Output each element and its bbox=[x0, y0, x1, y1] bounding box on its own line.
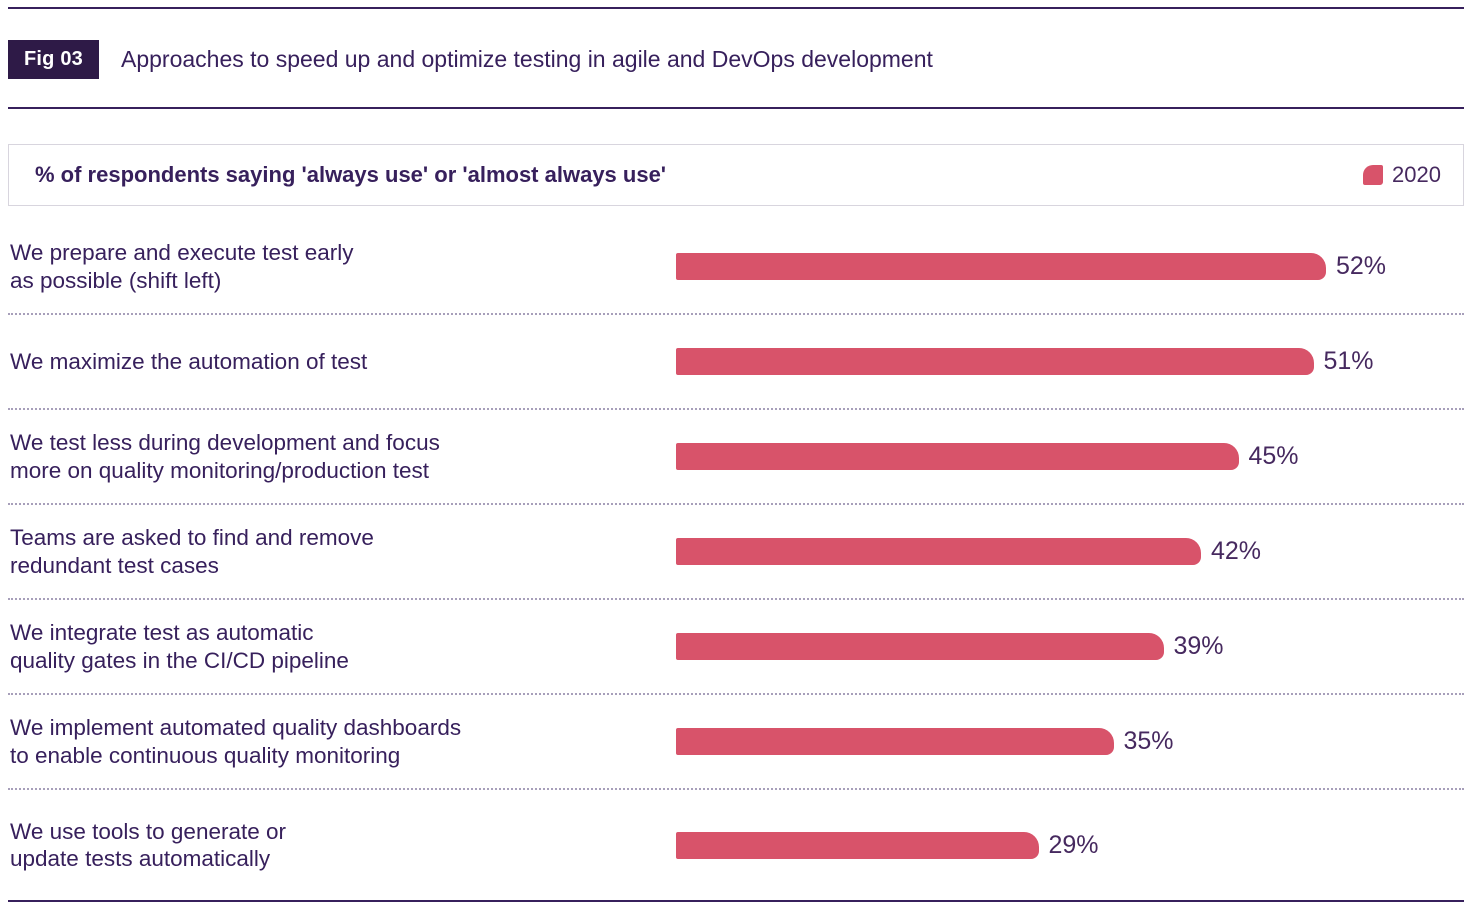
bar-track: 45% bbox=[676, 442, 1464, 471]
bar-value-label: 45% bbox=[1248, 442, 1299, 470]
bar bbox=[676, 633, 1164, 660]
bar-track: 51% bbox=[676, 347, 1464, 376]
category-label: We maximize the automation of test bbox=[10, 348, 368, 374]
chart-row: We prepare and execute test early as pos… bbox=[8, 220, 1464, 315]
bar-value-label: 39% bbox=[1173, 632, 1224, 660]
chart-subtitle-box: % of respondents saying 'always use' or … bbox=[8, 144, 1464, 206]
header-divider bbox=[8, 107, 1464, 109]
bar-track: 52% bbox=[676, 252, 1464, 281]
bar-value-label: 52% bbox=[1336, 252, 1387, 280]
bar bbox=[676, 538, 1201, 565]
category-label: We prepare and execute test early as pos… bbox=[10, 240, 354, 293]
bar bbox=[676, 728, 1114, 755]
chart-row: We use tools to generate or update tests… bbox=[8, 790, 1464, 900]
category-label: We implement automated quality dashboard… bbox=[10, 715, 462, 768]
legend-swatch-icon bbox=[1363, 165, 1384, 185]
category-label: We use tools to generate or update tests… bbox=[10, 818, 286, 871]
bar-track: 39% bbox=[676, 632, 1464, 661]
bar bbox=[676, 348, 1314, 375]
chart-row: Teams are asked to find and remove redun… bbox=[8, 505, 1464, 600]
bar bbox=[676, 443, 1239, 470]
chart-row: We test less during development and focu… bbox=[8, 410, 1464, 505]
bar bbox=[676, 253, 1326, 280]
legend-label: 2020 bbox=[1392, 162, 1441, 187]
bar-value-label: 29% bbox=[1048, 830, 1099, 859]
page-title: Approaches to speed up and optimize test… bbox=[121, 46, 933, 72]
bar-value-label: 35% bbox=[1123, 727, 1174, 755]
bar bbox=[676, 831, 1039, 859]
chart-row: We integrate test as automatic quality g… bbox=[8, 600, 1464, 695]
bar-value-label: 51% bbox=[1323, 347, 1374, 375]
bar-value-label: 42% bbox=[1211, 537, 1262, 565]
bar-chart: We prepare and execute test early as pos… bbox=[8, 220, 1464, 900]
figure-badge: Fig 03 bbox=[8, 40, 99, 79]
chart-row: We implement automated quality dashboard… bbox=[8, 695, 1464, 790]
category-label: We integrate test as automatic quality g… bbox=[10, 620, 349, 673]
chart-legend: 2020 bbox=[1363, 162, 1441, 188]
bar-track: 35% bbox=[676, 727, 1464, 756]
figure-header: Fig 03 Approaches to speed up and optimi… bbox=[8, 40, 1464, 79]
bar-track: 42% bbox=[676, 537, 1464, 566]
bar-track: 29% bbox=[676, 831, 1464, 860]
bottom-rule bbox=[8, 900, 1464, 902]
category-label: We test less during development and focu… bbox=[10, 430, 440, 483]
chart-row: We maximize the automation of test 51% bbox=[8, 315, 1464, 410]
chart-subtitle: % of respondents saying 'always use' or … bbox=[35, 162, 667, 187]
top-rule bbox=[8, 7, 1464, 9]
category-label: Teams are asked to find and remove redun… bbox=[10, 525, 374, 578]
